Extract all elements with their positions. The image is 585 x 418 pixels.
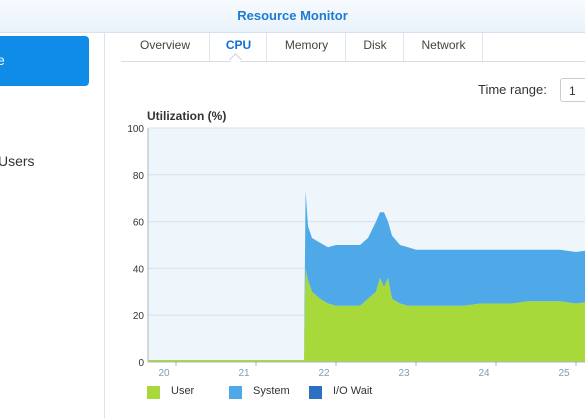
legend-swatch-user xyxy=(147,386,160,399)
tab-disk[interactable]: Disk xyxy=(345,33,404,61)
tab-separator xyxy=(482,33,484,61)
title-bar: Resource Monitor xyxy=(0,0,585,33)
sidebar-item-active-label: e xyxy=(0,52,5,68)
tab-memory[interactable]: Memory xyxy=(266,33,346,61)
window-title: Resource Monitor xyxy=(237,8,348,23)
time-range-label: Time range: xyxy=(478,82,547,97)
sidebar-item-users[interactable]: Users xyxy=(0,153,35,169)
legend-label-user: User xyxy=(171,385,195,397)
main-panel: Overview CPU Memory Disk Network Time ra… xyxy=(105,33,585,418)
y-tick-label: 60 xyxy=(133,218,145,229)
time-range-select[interactable]: 1 xyxy=(560,78,585,102)
x-tick-label: 20 xyxy=(158,368,170,379)
x-tick-label: 24 xyxy=(478,368,490,379)
y-tick-label: 40 xyxy=(133,264,145,275)
x-tick-label: 22 xyxy=(318,368,330,379)
x-tick-label: 21 xyxy=(238,368,250,379)
legend-swatch-iowait xyxy=(309,386,322,399)
sidebar-item-active[interactable]: e xyxy=(0,36,89,86)
y-tick-label: 0 xyxy=(138,358,144,369)
area-user xyxy=(148,268,585,362)
area-system xyxy=(148,191,585,362)
legend-swatch-system xyxy=(229,386,242,399)
tab-network[interactable]: Network xyxy=(403,33,483,61)
tab-overview[interactable]: Overview xyxy=(139,38,190,52)
x-tick-label: 23 xyxy=(398,368,410,379)
x-tick-label: 25 xyxy=(558,368,570,379)
utilization-chart: 0 20 40 60 80 100 20 21 22 23 24 25 xyxy=(127,124,585,379)
tab-bar: Overview CPU Memory Disk Network xyxy=(121,33,585,62)
sidebar: e Users xyxy=(0,33,105,418)
y-tick-label: 100 xyxy=(127,124,144,135)
y-tick-label: 20 xyxy=(133,311,145,322)
chart-title: Utilization (%) xyxy=(147,109,227,123)
tab-cpu[interactable]: CPU xyxy=(209,33,267,61)
legend-label-system: System xyxy=(253,385,290,397)
y-tick-label: 80 xyxy=(133,171,145,182)
legend-label-iowait: I/O Wait xyxy=(333,385,373,397)
